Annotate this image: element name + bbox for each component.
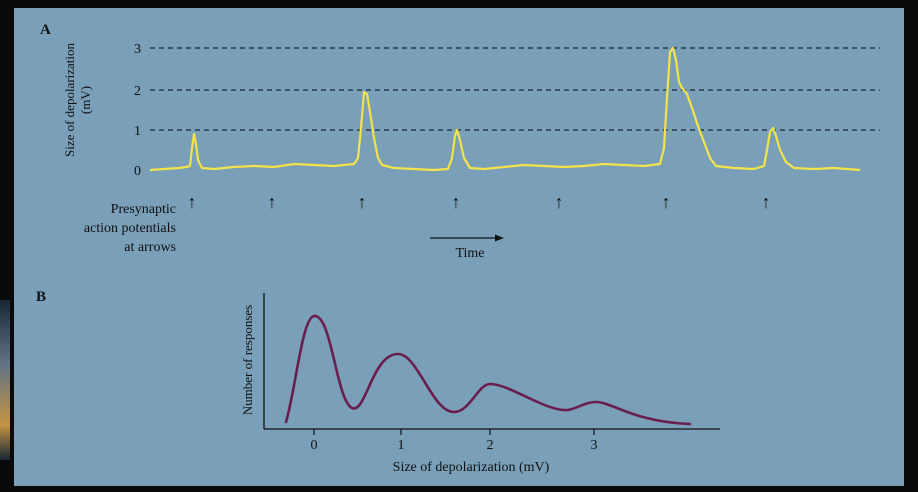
- y-tick-2: 2: [134, 84, 141, 99]
- arrow-caption-line2: action potentials: [84, 221, 176, 236]
- x-tick-1: 1: [398, 438, 405, 453]
- figure-panel: A Size of depolarization (mV) 3 2 1 0 ↑ …: [14, 8, 904, 486]
- arrow-5: ↑: [555, 192, 564, 212]
- arrow-4: ↑: [452, 192, 461, 212]
- depolarization-trace: [149, 46, 861, 172]
- arrow-caption-line3: at arrows: [124, 240, 176, 255]
- response-distribution-curve: [284, 314, 692, 426]
- x-tick-3: 3: [591, 438, 598, 453]
- y-tick-0: 0: [134, 164, 141, 179]
- time-arrow-head: [495, 234, 504, 242]
- y-tick-1: 1: [134, 124, 141, 139]
- arrow-1: ↑: [188, 192, 197, 212]
- figure-svg: A Size of depolarization (mV) 3 2 1 0 ↑ …: [36, 22, 880, 475]
- arrow-2: ↑: [268, 192, 277, 212]
- panel-b-ylabel: Number of responses: [240, 305, 255, 415]
- action-potential-arrows: ↑ ↑ ↑ ↑ ↑ ↑ ↑: [188, 192, 771, 212]
- time-label: Time: [455, 246, 484, 261]
- panel-a-ylabel-line2: (mV): [78, 86, 93, 114]
- arrow-caption-line1: Presynaptic: [111, 202, 176, 217]
- panel-b-xlabel: Size of depolarization (mV): [393, 460, 550, 475]
- slide-edge-decoration: [0, 300, 10, 460]
- arrow-7: ↑: [762, 192, 771, 212]
- panel-a-label: A: [40, 22, 51, 38]
- x-tick-0: 0: [311, 438, 318, 453]
- arrow-3: ↑: [358, 192, 367, 212]
- arrow-6: ↑: [662, 192, 671, 212]
- panel-a-ylabel-line1: Size of depolarization: [62, 42, 77, 157]
- y-tick-3: 3: [134, 42, 141, 57]
- panel-b-label: B: [36, 289, 46, 305]
- x-tick-2: 2: [487, 438, 494, 453]
